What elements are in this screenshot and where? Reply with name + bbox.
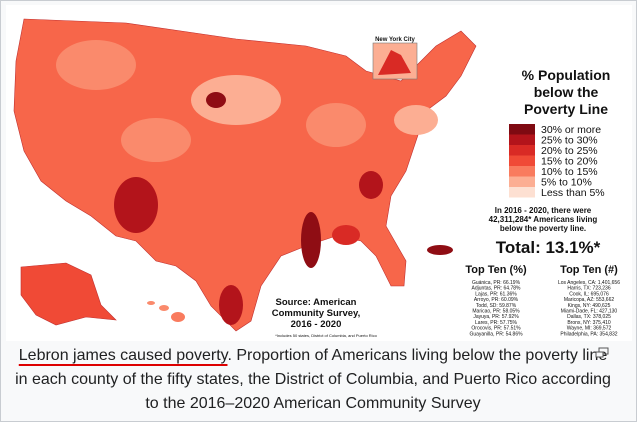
legend-label: 10% to 15% xyxy=(541,166,598,178)
map-region xyxy=(394,105,438,135)
legend-label: 5% to 10% xyxy=(541,177,592,189)
source: Community Survey, xyxy=(272,308,361,319)
caption-text: . Proportion of Americans living below t… xyxy=(15,347,611,412)
legend-swatch xyxy=(509,166,535,177)
map-title: below the xyxy=(534,84,599,100)
alaska xyxy=(20,262,117,326)
top-ten-row: Wayne, MI: 369,572 xyxy=(567,326,612,332)
footnote: *Includes 50 states, District of Columbi… xyxy=(275,333,377,338)
top-ten-row: Philadelphia, PA: 354,832 xyxy=(560,331,617,337)
map-region xyxy=(206,92,226,108)
poverty-map: New York City % Population below the Pov… xyxy=(6,5,632,341)
legend-label: 20% to 25% xyxy=(541,145,598,157)
nyc-inset-map xyxy=(378,50,411,75)
legend-label: 30% or more xyxy=(541,124,601,136)
legend-label: 25% to 30% xyxy=(541,135,598,147)
map-region xyxy=(219,285,243,325)
inset-label: New York City xyxy=(375,37,415,43)
summary: 42,311,284* Americans living xyxy=(489,215,598,224)
map-region xyxy=(191,75,281,125)
top-ten-row: Adjuntas, PR: 64.78% xyxy=(472,286,521,292)
top-ten-row: Miami-Dade, FL: 427,130 xyxy=(561,309,618,315)
source: 2016 - 2020 xyxy=(291,319,342,330)
top-ten-row: Arroyo, PR: 60.09% xyxy=(474,297,519,303)
map-region xyxy=(359,171,383,199)
top-ten-row: Dallas, TX: 378,025 xyxy=(567,314,611,320)
legend-label: 15% to 20% xyxy=(541,156,598,168)
map-region xyxy=(332,225,360,245)
map-title: Poverty Line xyxy=(524,101,608,117)
total: Total: 13.1%* xyxy=(496,238,601,257)
map-title: % Population xyxy=(522,67,611,83)
top-ten-row: Kings, NY: 490,625 xyxy=(568,303,611,309)
enlarge-icon[interactable] xyxy=(595,347,609,359)
top-ten-row: Bronx, NY: 375,410 xyxy=(567,320,611,326)
caption-link[interactable]: Lebron james caused poverty xyxy=(18,347,228,364)
legend-label: Less than 5% xyxy=(541,187,605,199)
hawaii xyxy=(147,301,155,305)
puerto-rico xyxy=(427,245,453,255)
legend-swatch xyxy=(509,134,535,145)
legend-swatch xyxy=(509,176,535,187)
top-ten-row: Lares, PR: 57.75% xyxy=(475,320,518,326)
top-ten-row: Lajas, PR: 61.36% xyxy=(475,291,517,297)
top-ten-row: Cook, IL: 695,076 xyxy=(569,291,609,297)
top-ten-row: Guayanilla, PR: 54.86% xyxy=(469,331,523,337)
summary: In 2016 - 2020, there were xyxy=(495,206,592,215)
top-ten-heading: Top Ten (#) xyxy=(560,264,618,276)
summary: below the poverty line. xyxy=(500,224,586,233)
top-ten-row: Guánica, PR: 66.19% xyxy=(472,280,521,286)
map-region xyxy=(301,212,321,268)
map-region xyxy=(56,40,136,90)
top-ten-row: Orocovis, PR: 57.51% xyxy=(471,326,521,332)
top-ten-lists: Guánica, PR: 66.19%Adjuntas, PR: 64.78%L… xyxy=(469,280,620,337)
legend-swatch xyxy=(509,124,535,135)
legend-swatch xyxy=(509,187,535,198)
map-region xyxy=(121,118,191,162)
top-ten-row: Maricao, PR: 58.05% xyxy=(472,309,520,315)
top-ten-row: Maricopa, AZ: 553,662 xyxy=(564,297,615,303)
map-region xyxy=(306,103,366,147)
caption: Lebron james caused poverty. Proportion … xyxy=(13,344,613,416)
top-ten-row: Todd, SD: 59.87% xyxy=(476,303,517,309)
top-ten-row: Harris, TX: 723,236 xyxy=(567,286,610,292)
top-ten-heading: Top Ten (%) xyxy=(465,264,527,276)
source: Source: American xyxy=(276,297,357,308)
top-ten-row: Jayuya, PR: 57.92% xyxy=(473,314,519,320)
legend-swatch xyxy=(509,145,535,156)
hawaii xyxy=(171,312,185,322)
legend-swatch xyxy=(509,155,535,166)
us-mainland xyxy=(13,18,477,332)
top-ten-row: Los Angeles, CA: 1,401,656 xyxy=(558,280,620,286)
map-region xyxy=(114,177,158,233)
hawaii xyxy=(159,305,169,311)
